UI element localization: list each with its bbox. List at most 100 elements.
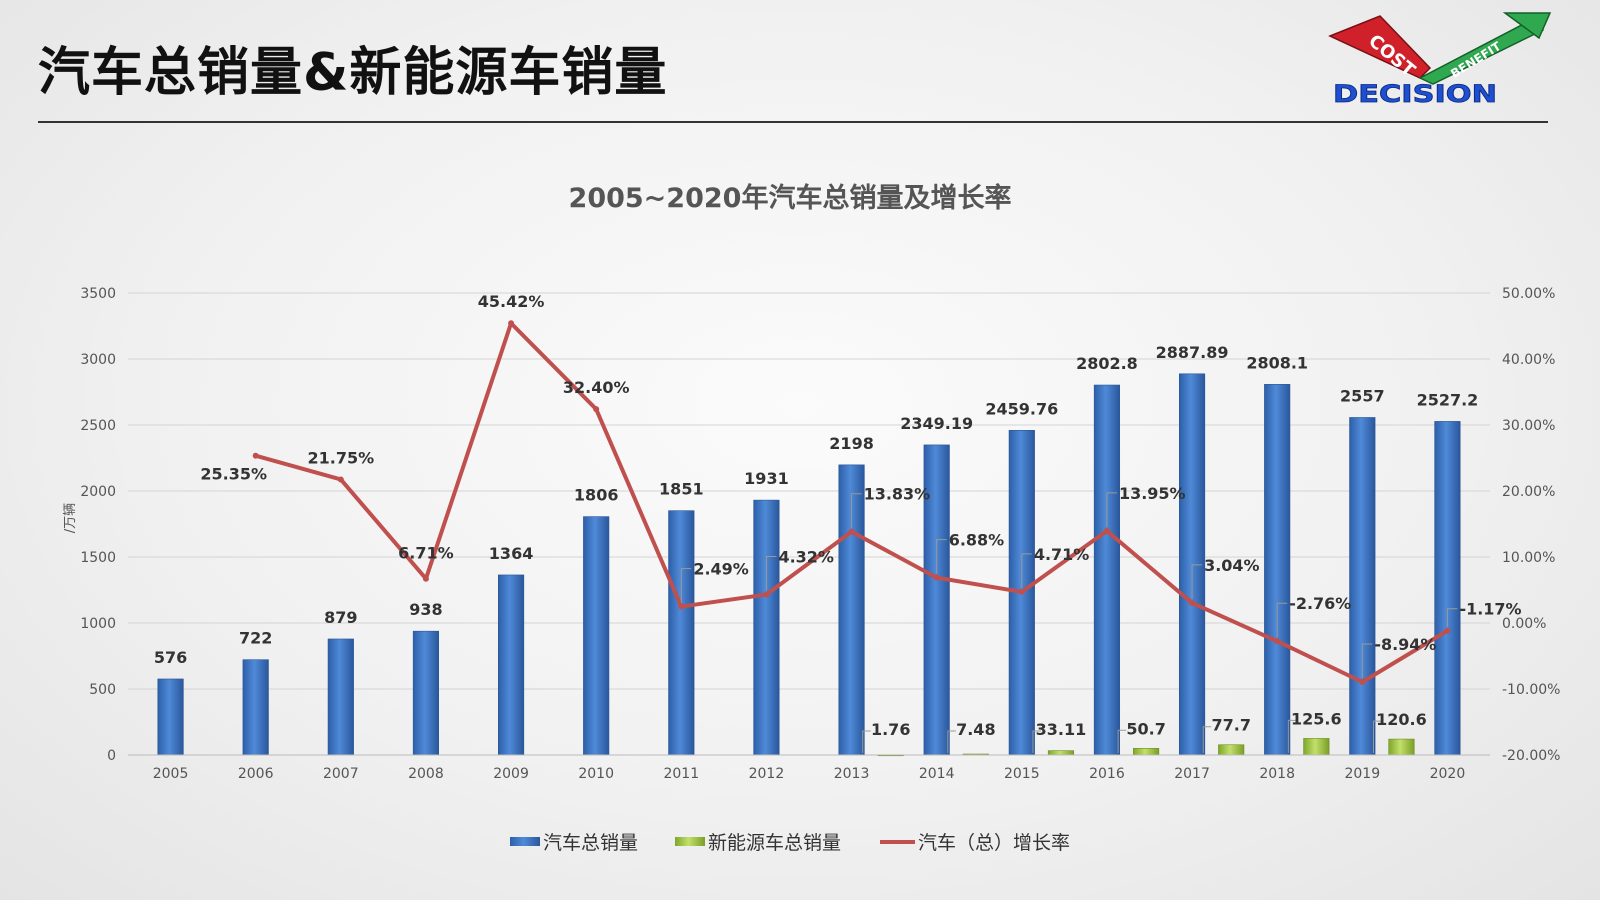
slide-title: 汽车总销量&新能源车销量: [38, 43, 668, 103]
chart-title: 2005~2020年汽车总销量及增长率: [569, 182, 1012, 214]
legend-item-total-sales[interactable]: 汽车总销量: [510, 832, 638, 854]
x-tick-label: 2018: [1259, 766, 1295, 782]
bar-nev-2015[interactable]: [1047, 750, 1075, 756]
rate-leader-line: [1191, 564, 1203, 599]
rate-leader-line: [851, 493, 862, 528]
bar-label-nev: 125.6: [1291, 709, 1342, 728]
y-tick-label: 1000: [80, 616, 116, 632]
y2-tick-label: 0.00%: [1502, 616, 1546, 632]
growth-point-2019[interactable]: [1359, 679, 1366, 686]
x-tick-label: 2009: [493, 766, 529, 782]
y2-tick-label: 30.00%: [1502, 418, 1555, 434]
bar-total-2014[interactable]: [923, 444, 950, 756]
rate-label: 2.49%: [693, 560, 749, 579]
rate-leader-line: [680, 568, 692, 603]
growth-point-2011[interactable]: [678, 603, 685, 610]
growth-point-2015[interactable]: [1018, 588, 1025, 595]
legend-item-nev-sales[interactable]: 新能源车总销量: [675, 832, 841, 854]
growth-point-2007[interactable]: [337, 476, 344, 483]
rate-label: 13.95%: [1119, 484, 1186, 503]
rate-label: 32.40%: [563, 378, 630, 397]
rate-label: -1.17%: [1459, 600, 1521, 619]
bar-label-total: 1806: [574, 486, 619, 505]
growth-point-2017[interactable]: [1189, 599, 1196, 606]
rate-leader-line: [765, 555, 777, 591]
bar-label-nev: 120.6: [1376, 710, 1427, 729]
y2-tick-label: 40.00%: [1502, 352, 1555, 368]
growth-point-2016[interactable]: [1103, 527, 1110, 534]
growth-point-2013[interactable]: [848, 528, 855, 535]
x-tick-label: 2011: [663, 766, 699, 782]
growth-point-2018[interactable]: [1274, 638, 1281, 645]
y-tick-label: 2500: [80, 418, 116, 434]
bar-label-total: 2349.19: [900, 414, 973, 433]
bar-label-total: 879: [324, 608, 357, 627]
rate-label: 25.35%: [200, 465, 267, 484]
bar-nev-2019[interactable]: [1388, 738, 1415, 756]
bar-total-2007[interactable]: [327, 638, 354, 756]
bar-total-2020[interactable]: [1434, 421, 1461, 756]
bar-label-total: 722: [239, 629, 272, 648]
bar-total-2010[interactable]: [583, 516, 610, 756]
rate-leader-line: [1361, 643, 1373, 679]
y-tick-label: 3500: [80, 286, 116, 302]
growth-point-2009[interactable]: [508, 320, 515, 327]
nev-leader-line: [1032, 730, 1041, 753]
bar-total-2016[interactable]: [1093, 384, 1121, 756]
growth-point-2010[interactable]: [593, 406, 600, 413]
bar-total-2008[interactable]: [412, 630, 440, 756]
legend-label-nev-sales: 新能源车总销量: [708, 832, 841, 854]
rate-label: 45.42%: [478, 292, 545, 311]
bar-label-total: 938: [409, 600, 442, 619]
growth-point-2020[interactable]: [1444, 627, 1451, 634]
x-tick-label: 2012: [749, 766, 785, 782]
rate-label: 6.71%: [398, 544, 454, 563]
x-tick-label: 2013: [834, 766, 870, 782]
bar-total-2018[interactable]: [1264, 384, 1291, 756]
bar-label-total: 1931: [744, 469, 789, 488]
bar-total-2017[interactable]: [1178, 373, 1206, 756]
y2-tick-label: 10.00%: [1502, 550, 1555, 566]
bar-nev-2017[interactable]: [1218, 744, 1245, 756]
legend-item-growth-rate[interactable]: 汽车（总）增长率: [880, 832, 1070, 854]
bar-label-total: 2459.76: [985, 399, 1058, 418]
rate-label: 21.75%: [307, 448, 374, 467]
growth-point-2012[interactable]: [763, 591, 770, 598]
bar-total-2011[interactable]: [668, 510, 695, 756]
legend-swatch-total-sales: [510, 837, 540, 846]
y-tick-label: 0: [107, 748, 116, 764]
bar-total-2006[interactable]: [242, 659, 269, 756]
bar-label-nev: 1.76: [871, 720, 910, 739]
y2-tick-label: -10.00%: [1502, 682, 1560, 698]
bar-label-total: 1364: [489, 544, 534, 563]
rate-leader-line: [936, 539, 947, 574]
x-tick-label: 2006: [238, 766, 274, 782]
bar-label-nev: 7.48: [956, 720, 995, 739]
rate-leader-line: [1021, 553, 1032, 588]
rate-leader-line: [1276, 602, 1288, 638]
bar-label-total: 2557: [1340, 386, 1385, 405]
growth-point-2006[interactable]: [252, 452, 259, 459]
nev-leader-line: [1287, 719, 1297, 753]
bar-total-2012[interactable]: [753, 499, 780, 756]
bar-total-2019[interactable]: [1349, 417, 1376, 756]
y-tick-label: 3000: [80, 352, 116, 368]
bar-nev-2016[interactable]: [1133, 748, 1160, 756]
growth-point-2014[interactable]: [933, 574, 940, 581]
logo-decision-text: DECISION: [1333, 80, 1497, 108]
legend-label-total-sales: 汽车总销量: [543, 832, 638, 854]
bar-label-total: 2527.2: [1417, 390, 1479, 409]
rate-label: -2.76%: [1289, 594, 1351, 613]
x-tick-label: 2005: [153, 766, 189, 782]
y-tick-label: 500: [89, 682, 116, 698]
nev-leader-line: [862, 730, 871, 753]
rate-label: -8.94%: [1374, 635, 1436, 654]
growth-point-2008[interactable]: [422, 575, 429, 582]
x-tick-label: 2017: [1174, 766, 1210, 782]
bar-total-2005[interactable]: [157, 678, 184, 756]
bar-nev-2018[interactable]: [1303, 738, 1330, 756]
legend-label-growth-rate: 汽车（总）增长率: [918, 832, 1070, 854]
x-tick-label: 2016: [1089, 766, 1125, 782]
bar-total-2009[interactable]: [497, 574, 525, 756]
x-tick-label: 2015: [1004, 766, 1040, 782]
